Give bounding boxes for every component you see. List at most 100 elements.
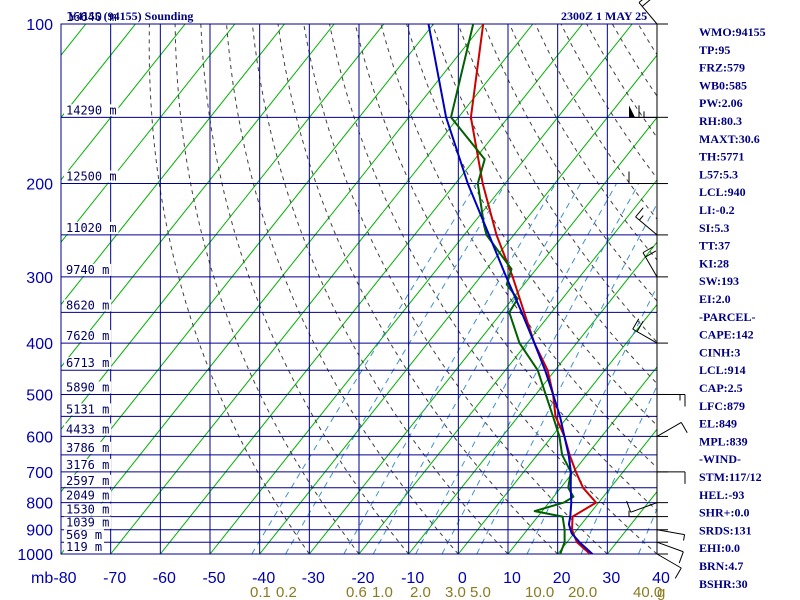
dry-adiabat-line — [354, 24, 657, 512]
isotherm-line — [259, 54, 657, 554]
height-label-bg — [64, 330, 112, 343]
pressure-label: 100 — [26, 17, 53, 34]
sounding-traces — [427, 24, 598, 554]
isotherm-line — [457, 303, 657, 554]
pressure-label: 900 — [26, 523, 53, 540]
index-item: -WIND- — [699, 452, 741, 466]
index-item: TT:37 — [699, 239, 730, 253]
temperature-tick-label: -60 — [153, 570, 176, 587]
height-label-bg — [64, 541, 104, 553]
isotherm-line — [159, 24, 583, 554]
temperature-tick-label: -70 — [103, 570, 126, 587]
mixing-ratio-label: 40.0 — [633, 584, 662, 600]
height-label: 3786 m — [66, 441, 109, 455]
wind-barb-column — [626, 0, 688, 579]
height-label-bg — [64, 221, 119, 234]
mixing-ratio-line — [526, 285, 657, 554]
pressure-label: 500 — [26, 387, 53, 404]
height-label-bg — [64, 529, 104, 542]
height-label-bg — [64, 299, 112, 312]
index-item: EI:2.0 — [699, 292, 731, 306]
isotherm-line — [61, 24, 385, 431]
index-item: SHR+:0.0 — [699, 506, 750, 520]
pressure-label: 700 — [26, 465, 53, 482]
temperature-tick-label: -30 — [302, 570, 325, 587]
wind-barb — [632, 318, 668, 344]
height-label: 1530 m — [66, 503, 109, 517]
height-label: 2597 m — [66, 474, 109, 488]
height-label: 1039 m — [66, 516, 109, 530]
indices-list: WMO:94155 TP:95 FRZ:579 WB0:585 PW:2.06 RH:80… — [699, 25, 766, 591]
dry-adiabat-line — [226, 24, 459, 554]
isotherm-line — [110, 24, 534, 554]
wind-barb — [642, 246, 668, 278]
index-item: RH:80.3 — [699, 114, 742, 128]
index-item: WMO:94155 — [699, 25, 766, 39]
wind-barb — [628, 171, 668, 185]
index-item: LCL:914 — [699, 363, 746, 377]
isotherm-line — [61, 24, 484, 554]
pressure-labels: 100 200 300 400 500 600 700 800 900 1000 — [17, 17, 53, 564]
isotherm-line — [308, 116, 657, 554]
wind-barb — [657, 393, 686, 407]
wind-barb — [638, 0, 668, 25]
pressure-label: 400 — [26, 336, 53, 353]
temperature-tick-label: 40 — [652, 570, 670, 587]
wind-barb — [656, 553, 682, 579]
temperature-trace — [469, 24, 598, 554]
index-item: MPL:839 — [699, 434, 748, 448]
isotherm-line — [756, 24, 800, 554]
mixing-ratio-line — [580, 384, 657, 554]
height-label-bg — [64, 381, 112, 394]
mixing-ratio-label: 0.6 — [346, 584, 367, 600]
index-item: CAPE:142 — [699, 328, 754, 342]
mixing-ratio-label: 10.0 — [525, 584, 554, 600]
height-label-bg — [64, 357, 112, 370]
height-label-bg — [64, 423, 112, 436]
isotherm-line — [61, 24, 236, 244]
parcel-trace — [427, 24, 594, 554]
height-label: 3176 m — [66, 458, 109, 472]
wind-barb — [628, 510, 668, 518]
isotherm-line — [209, 24, 633, 554]
index-item: BRN:4.7 — [699, 559, 743, 573]
index-item: SW:193 — [699, 274, 739, 288]
isotherm-line — [358, 179, 657, 554]
index-item: WB0:585 — [699, 78, 747, 92]
index-item: SI:5.3 — [699, 221, 729, 235]
mixing-ratio-line — [285, 183, 507, 554]
height-label: 14290 m — [66, 103, 117, 117]
height-label-bg — [64, 11, 119, 23]
index-item: CAP:2.5 — [699, 381, 743, 395]
isotherm-line — [557, 428, 657, 554]
temperature-tick-label: 10 — [503, 570, 521, 587]
pressure-label: 200 — [26, 177, 53, 194]
mixing-ratio-unit: g — [657, 584, 665, 600]
time-label: 2300Z 1 MAY 25 — [561, 9, 647, 23]
index-item: FRZ:579 — [699, 61, 745, 75]
dry-adiabat-line — [560, 24, 657, 180]
wind-barb — [657, 471, 686, 484]
station-label: Y4155 (94155) Sounding — [68, 9, 193, 23]
mixing-ratio-label: 0.2 — [276, 584, 297, 600]
height-labels: 16640 m 14290 m 12500 m 11020 m 9740 m 8620 m… — [64, 10, 119, 554]
height-label: 7620 m — [66, 329, 109, 343]
mixing-ratio-line — [638, 507, 657, 554]
isotherm-line — [408, 241, 657, 554]
wind-barb — [656, 529, 686, 541]
mixing-ratio-line — [476, 202, 657, 554]
temperature-tick-label: -10 — [401, 570, 424, 587]
index-item: EHI:0.0 — [699, 541, 740, 555]
temperature-tick-label: 20 — [553, 570, 571, 587]
mixing-ratio-label: 3.0 — [445, 584, 466, 600]
mixing-ratio-line — [415, 183, 617, 554]
index-item: LFC:879 — [699, 399, 745, 413]
mixing-ratio-label: 1.0 — [372, 584, 393, 600]
mixing-ratio-labels: 0.1 0.2 0.6 1.0 2.0 3.0 5.0 10.0 20.0 40.0g — [250, 584, 665, 600]
index-item: L57:5.3 — [699, 167, 738, 181]
mixing-ratio-label: 0.1 — [250, 584, 271, 600]
height-label-bg — [64, 474, 112, 487]
height-label: 6713 m — [66, 356, 109, 370]
height-label: 569 m — [66, 528, 102, 542]
